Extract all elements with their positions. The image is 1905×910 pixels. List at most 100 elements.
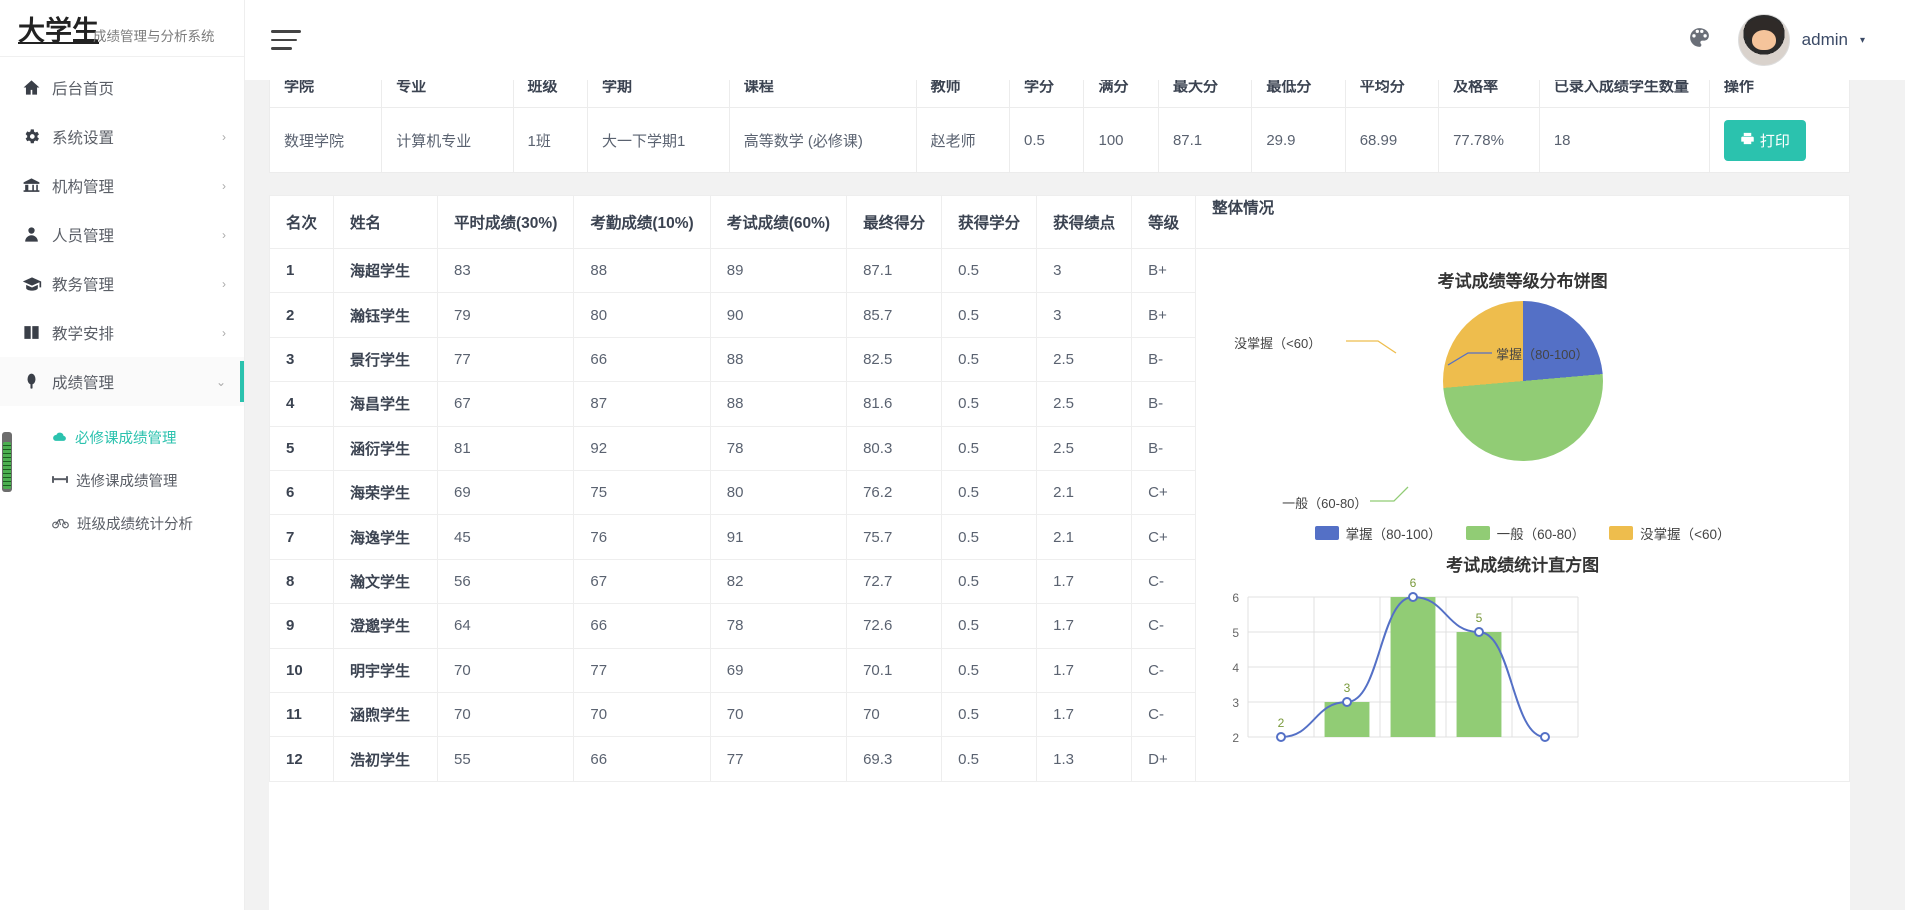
summary-cell: 高等数学 (必修课) [728,107,917,173]
summary-actions-cell: 打印 [1708,107,1851,173]
table-row[interactable]: 1 海超学生 83 88 89 87.1 0.5 3 B+ 考试成绩等级分布饼图 没掌握（<60）掌… [268,247,1850,782]
user-menu[interactable]: admin ▾ [1737,14,1865,66]
chevron-right-icon: › [222,129,226,144]
student-cell: 景行学生 [333,336,439,383]
hamburger-icon[interactable] [271,24,301,56]
student-cell: 海超学生 [333,247,439,294]
sidebar-item-home[interactable]: 后台首页 [0,63,244,112]
summary-cell: 赵老师 [915,107,1011,173]
sidebar-subitem-label: 选修课成绩管理 [76,474,178,490]
sidebar-subitem-label: 必修课成绩管理 [75,431,177,447]
student-header-cell: 考试成绩(60%) [709,195,848,249]
palette-icon[interactable] [1687,25,1712,56]
student-cell: 78 [709,425,848,472]
brand-main-text: 大学生 [18,16,99,46]
table-row[interactable]: 11 涵煦学生 70 70 70 70 0.5 1.7 C- [268,692,1850,738]
summary-cell: 77.78% [1438,107,1540,173]
student-cell: C- [1131,692,1197,738]
graduation-cap-icon [22,274,52,294]
sidebar-item-org-management[interactable]: 机构管理 › [0,161,244,210]
sidebar-item-system-settings[interactable]: 系统设置 › [0,112,244,161]
page-content: 学院 专业 班级 学期 课程 教师 学分 满分 最大分 最低分 平均分 及格率 已录入成绩学生数量 操作 … [245,0,1905,910]
student-grades-table: 名次 姓名 平时成绩(30%) 考勤成绩(10%) 考试成绩(60%) 最终得分 获得学分获… [268,195,1850,782]
sidebar-item-grade-management[interactable]: 成绩管理 ⌄ [0,357,244,406]
sidebar-subitem-class-grade-analysis[interactable]: 班级成绩统计分析 [0,502,244,545]
brand-logo[interactable]: 大学生 成绩管理与分析系统 [0,0,244,57]
student-header-cell: 平时成绩(30%) [437,195,575,249]
summary-cell: 1班 [512,107,588,173]
student-cell: 0.5 [941,292,1038,338]
student-cell: B- [1131,336,1197,383]
bank-icon [22,176,52,195]
student-cell: 1.3 [1036,736,1133,782]
legend-item[interactable]: 没掌握（<60） [1609,523,1731,543]
student-cell: 8 [268,558,335,605]
table-row[interactable]: 5 涵衍学生 81 92 78 80.3 0.5 2.5 B- [268,425,1850,472]
student-header-cell: 最终得分 [846,195,943,249]
svg-text:2: 2 [1278,716,1285,730]
student-cell: 78 [709,603,848,649]
table-row[interactable]: 7 海逸学生 45 76 91 75.7 0.5 2.1 C+ [268,514,1850,560]
table-row[interactable]: 4 海昌学生 67 87 88 81.6 0.5 2.5 B- [268,381,1850,427]
printer-icon [1740,131,1755,150]
main-area: admin ▾ 学院 专业 班级 学期 课程 教师 学分 满分 最大分 最低分 平均分 及格率 已录入成… [245,0,1905,910]
print-button-label: 打印 [1759,132,1790,150]
student-cell: 2.5 [1036,425,1133,472]
sidebar-subitem-required-course-grades[interactable]: 必修课成绩管理 [0,416,244,459]
svg-text:6: 6 [1410,577,1417,590]
legend-item[interactable]: 一般（60-80） [1465,523,1586,543]
student-header-cell: 考勤成绩(10%) [573,195,711,249]
pie-chart-title: 考试成绩等级分布饼图 [1437,272,1608,291]
student-cell: 67 [573,558,711,605]
sidebar-item-academic-management[interactable]: 教务管理 › [0,259,244,308]
sidebar-nav: 后台首页 系统设置 › 机构管理 › 人员管理 › [0,57,244,545]
student-cell: 82 [709,558,848,605]
student-cell: 3 [1036,292,1133,338]
student-cell: 9 [268,603,335,649]
table-row[interactable]: 12 浩初学生 55 66 77 69.3 0.5 1.3 D+ [268,736,1850,782]
student-cell: B+ [1131,292,1197,338]
student-cell: 2.5 [1036,381,1133,427]
summary-cell: 大一下学期1 [586,107,730,173]
pie-leader-lines [1346,340,1493,502]
student-cell: 76 [573,514,711,560]
student-cell: C- [1131,558,1197,605]
student-cell: 75.7 [846,514,943,560]
sidebar-item-personnel-management[interactable]: 人员管理 › [0,210,244,259]
legend-item[interactable]: 掌握（80-100） [1314,523,1442,543]
student-cell: 72.6 [846,603,943,649]
student-cell: 69.3 [846,736,943,782]
student-cell: 79 [437,292,575,338]
student-cell: B+ [1131,247,1197,294]
student-cell: 6 [268,470,335,516]
sidebar-item-label: 后台首页 [52,80,115,98]
table-row[interactable]: 6 海荣学生 69 75 80 76.2 0.5 2.1 C+ [268,470,1850,516]
table-row[interactable]: 8 瀚文学生 56 67 82 72.7 0.5 1.7 C- [268,558,1850,605]
legend-label: 一般（60-80） [1496,527,1586,542]
student-cell: 70 [573,692,711,738]
student-cell: 10 [268,647,335,694]
student-cell: 瀚文学生 [333,558,439,605]
histogram-graphic: 2 3 4 5 6 2 3 6 5 [1232,577,1579,745]
sidebar-item-label: 机构管理 [52,178,115,196]
topbar-right: admin ▾ [1687,14,1865,66]
student-cell: 0.5 [941,425,1038,472]
student-cell: 80 [709,470,848,516]
sidebar-subitem-elective-course-grades[interactable]: 选修课成绩管理 [0,459,244,502]
svg-text:3: 3 [1344,681,1351,695]
student-cell: C+ [1131,514,1197,560]
table-row[interactable]: 9 澄邈学生 64 66 78 72.6 0.5 1.7 C- [268,603,1850,649]
student-cell: 涵煦学生 [333,692,439,738]
sidebar-item-label: 教学安排 [52,325,115,343]
sidebar-item-teaching-schedule[interactable]: 教学安排 › [0,308,244,357]
print-button[interactable]: 打印 [1723,119,1806,161]
student-grades-card: 名次 姓名 平时成绩(30%) 考勤成绩(10%) 考试成绩(60%) 最终得分 获得学分获… [268,195,1850,910]
student-cell: 66 [573,336,711,383]
chevron-right-icon: › [222,227,226,242]
sidebar-scrollbar[interactable] [2,432,12,492]
table-row: 数理学院 计算机专业 1班 大一下学期1 高等数学 (必修课) 赵老师 0.5 100 87.1… [268,107,1851,173]
table-header-row: 名次 姓名 平时成绩(30%) 考勤成绩(10%) 考试成绩(60%) 最终得分 获得学分获… [268,195,1850,249]
student-cell: 81.6 [846,381,943,427]
book-icon [22,323,52,342]
summary-cell: 18 [1538,107,1710,173]
